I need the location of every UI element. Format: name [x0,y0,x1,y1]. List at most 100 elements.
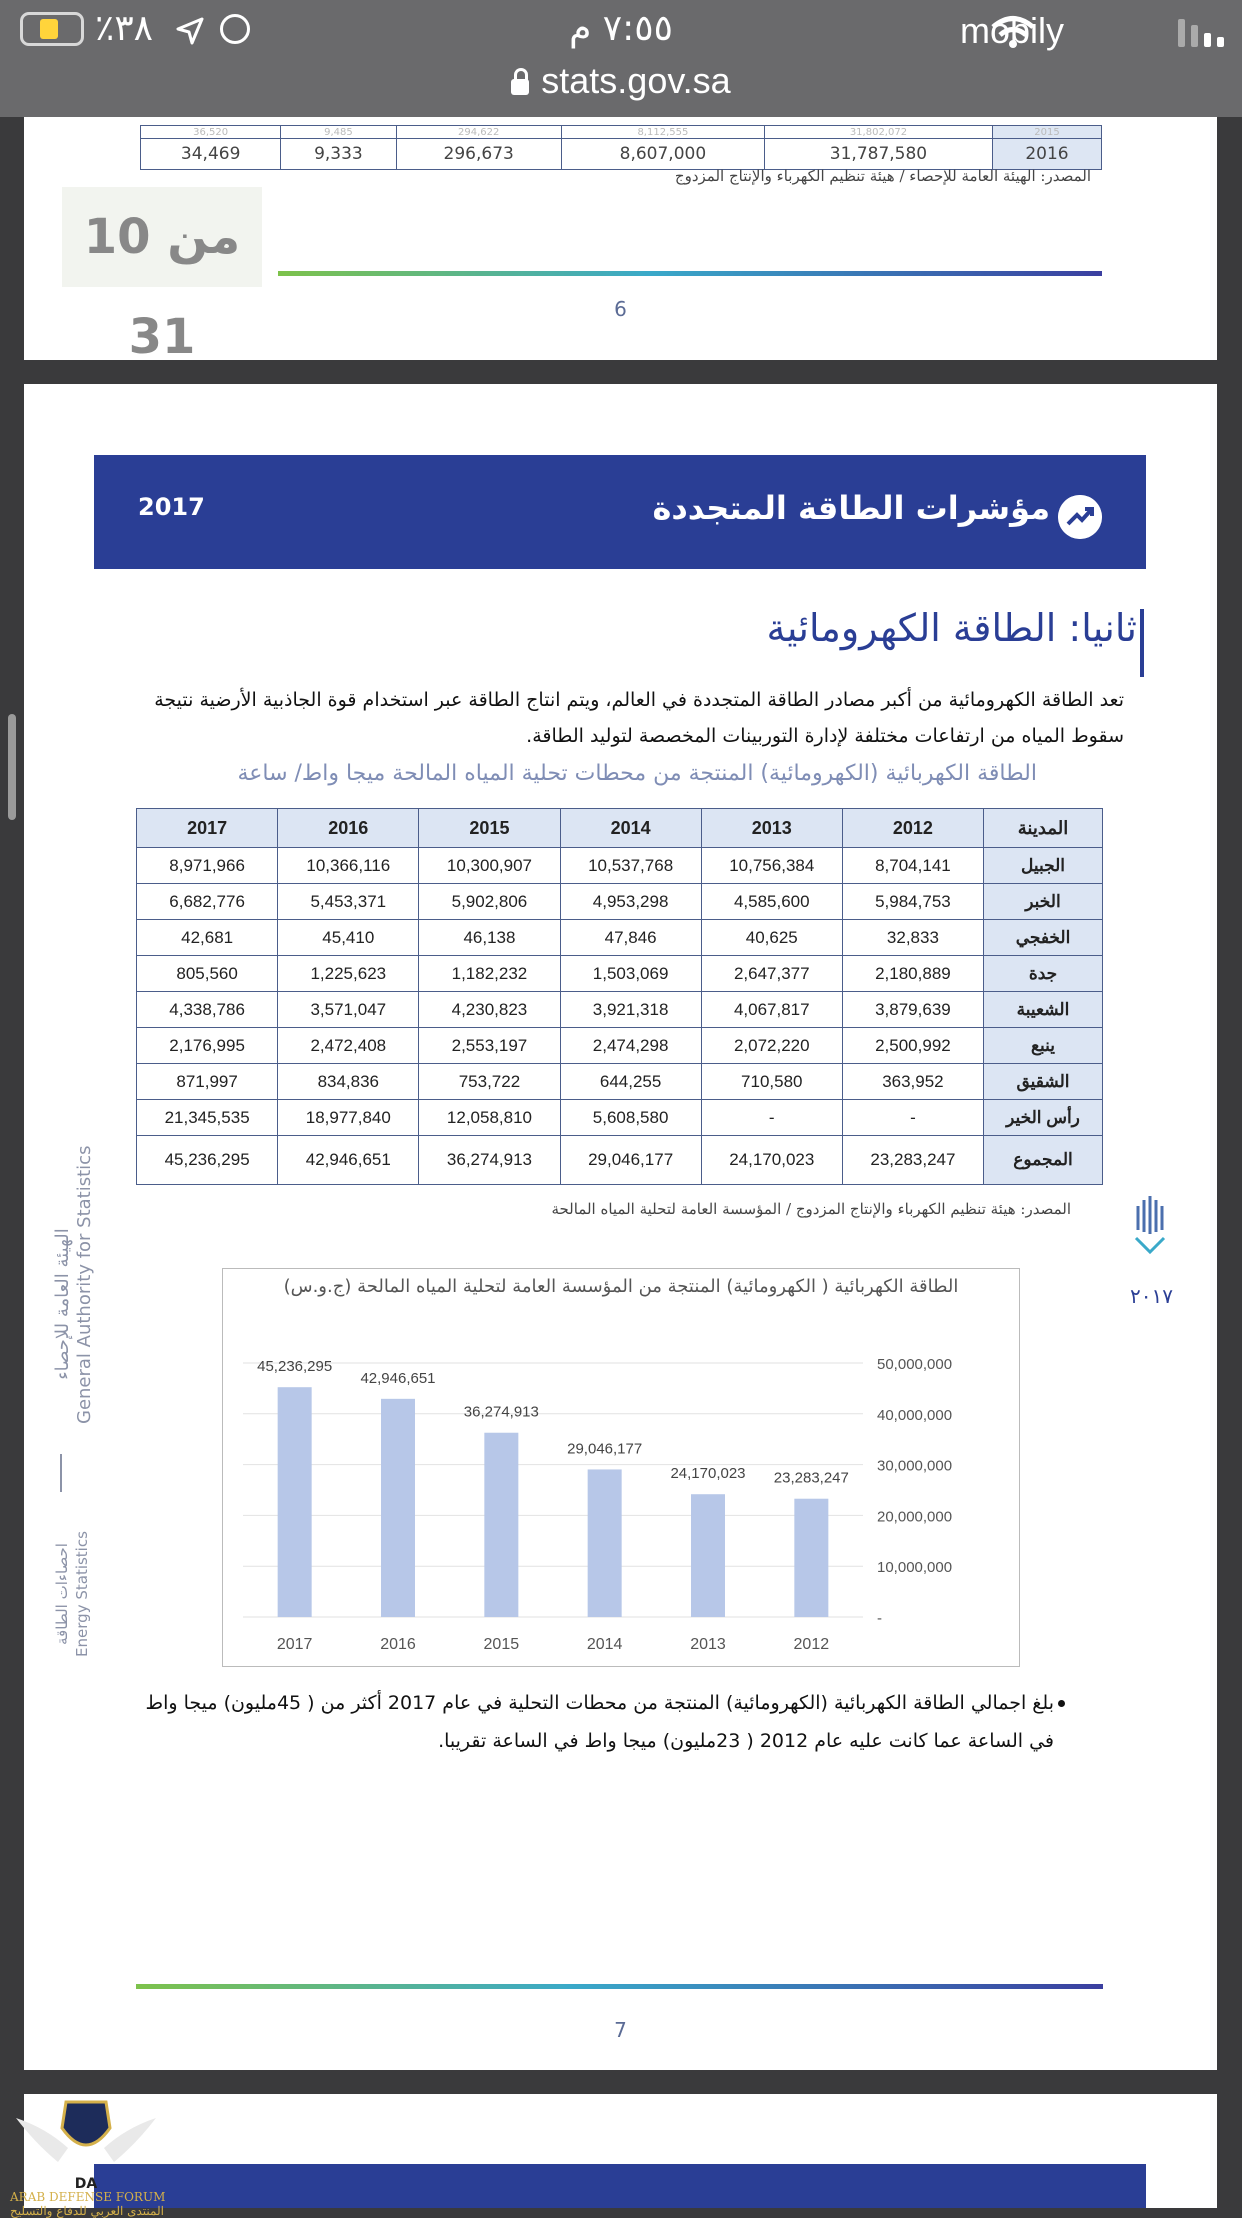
table-cell: 9,485 [280,125,397,139]
table-cell: 4,953,298 [559,883,702,920]
x-tick-label: 2014 [587,1636,623,1653]
table-cell: 4,585,600 [700,883,843,920]
table-header: 2017 [135,808,279,848]
top-source-note: المصدر: الهيئة العامة للإحصاء / هيئة تنظ… [674,167,1091,185]
table-cell: 46,138 [418,919,561,956]
page-number: 6 [614,297,627,321]
table-cell: 2,176,995 [135,1027,279,1064]
table-cell: 363,952 [841,1063,985,1100]
scrollbar-thumb[interactable] [8,714,16,820]
side-energy-en: Energy Statistics [73,1531,91,1657]
x-tick-label: 2012 [794,1636,830,1653]
table-cell: 12,058,810 [418,1099,561,1136]
header-banner [94,2164,1146,2208]
table-cell: 871,997 [135,1063,279,1100]
side-divider [60,1454,62,1492]
table-source-note: المصدر: هيئة تنظيم الكهرباء والإنتاج الم… [551,1200,1071,1218]
table-cell: 2,553,197 [418,1027,561,1064]
data-label: 42,946,651 [360,1370,435,1387]
table-cell: 29,046,177 [559,1135,702,1185]
x-tick-label: 2015 [484,1636,520,1653]
table-cell: 644,255 [559,1063,702,1100]
table-header: 2013 [700,808,843,848]
data-label: 23,283,247 [774,1470,849,1487]
table-row: جدة 2,180,889 2,647,377 1,503,069 1,182,232 1… [135,955,1103,992]
pdf-page-8 [24,2094,1217,2208]
watermark-subtitle: المنتدى العربي للدفاع والتسليح [10,2204,164,2218]
table-cell: 21,345,535 [135,1099,279,1136]
side-energy-ar: احصاءات الطاقة [53,1543,71,1645]
pdf-page-7: 2017 مؤشرات الطاقة المتجددة ثانيا: الطاق… [24,384,1217,2070]
trend-up-icon [1058,495,1102,539]
summary-bullet: بلغ اجمالي الطاقة الكهربائية (الكهرومائي… [145,1692,1055,1752]
table-cell: 296,673 [395,138,562,170]
rotation-lock-icon [220,14,250,44]
table-cell: 8,971,966 [135,847,279,884]
table-cell: 31,787,580 [763,138,994,170]
intro-paragraph: تعد الطاقة الكهرومائية من أكبر مصادر الط… [154,689,1124,747]
table-cell: 4,230,823 [418,991,561,1028]
table-cell: 9,333 [280,138,397,170]
table-cell: 5,984,753 [841,883,985,920]
table-cell: 2,180,889 [841,955,985,992]
bullet-icon [1058,1700,1065,1707]
table-cell: - [841,1099,985,1136]
table-cell: 5,902,806 [418,883,561,920]
banner-year: 2017 [138,493,205,521]
chart-bar [794,1498,829,1617]
chart-bar [484,1432,519,1617]
table-row: رأس الخير - -5,608,580 12,058,810 18,977,840… [135,1099,1103,1136]
address-bar[interactable]: stats.gov.sa [0,60,1242,102]
table-cell: 2,647,377 [700,955,843,992]
header-banner: 2017 مؤشرات الطاقة المتجددة [94,455,1146,569]
table-cell: 2,072,220 [700,1027,843,1064]
y-tick-label: - [877,1610,882,1627]
table-cell: 1,182,232 [418,955,561,992]
table-cell: 42,681 [135,919,279,956]
table-cell: 23,283,247 [841,1135,985,1185]
table-cell: 753,722 [418,1063,561,1100]
table-cell: 8,607,000 [560,138,765,170]
side-org-ar: الهيئة العامة للإحصاء [52,1228,73,1380]
table-total-row: المجموع 23,283,247 24,170,023 29,046,177 36,… [135,1135,1103,1185]
side-org-en: General Authority for Statistics [74,1145,95,1424]
chart-plot: - 10,000,000 20,000,000 30,000,000 40,000,00… [243,1356,952,1653]
status-time: ٧:٥٥ م [569,8,673,49]
table-cell: جدة [983,955,1103,992]
forum-logo-icon: DA [16,2100,156,2192]
y-tick-label: 30,000,000 [877,1458,952,1475]
carrier-name: mobily [960,10,1065,51]
table-row: 2015 31,802,072 8,112,555 294,622 9,485 … [139,125,1102,139]
chart-title: الطاقة الكهربائية ( الكهرومائية) المنتجة… [283,1276,959,1297]
page-number: 7 [614,2018,627,2042]
table-header: 2015 [418,808,561,848]
table-cell: 834,836 [277,1063,420,1100]
table-row: 2016 31,787,580 8,607,000 296,673 9,333 … [139,138,1102,170]
table-row: ينبع 2,500,992 2,072,220 2,474,298 2,553,197… [135,1027,1103,1064]
table-cell: الشعيبة [983,991,1103,1028]
wifi-icon [991,16,1035,48]
chart-bar [381,1398,415,1617]
table-row: الخفجي 32,833 40,625 47,846 46,138 45,410 42,6… [135,919,1103,956]
table-header: 2014 [559,808,702,848]
table-cell: 40,625 [700,919,843,956]
table-header: المدينة [983,808,1103,848]
table-row: الشعيبة 3,879,639 4,067,817 3,921,318 4,230,… [135,991,1103,1028]
x-tick-label: 2016 [380,1636,416,1653]
banner-title: مؤشرات الطاقة المتجددة [652,489,1050,527]
chart-bar [277,1387,312,1617]
table-cell: 42,946,651 [277,1135,420,1185]
x-tick-label: 2017 [277,1636,313,1653]
lock-icon [511,68,530,95]
url-text: stats.gov.sa [541,60,731,101]
table-cell: 36,520 [139,125,282,139]
table-cell: 18,977,840 [277,1099,420,1136]
table-cell: 32,833 [841,919,985,956]
page-indicator: 10 من 31 [62,187,262,365]
watermark-text: ARAB DEFENSE FORUM المنتدى العربي للدفاع… [10,2190,165,2218]
table-cell: الخبر [983,883,1103,920]
table-cell: المجموع [983,1135,1103,1185]
table-cell: 1,225,623 [277,955,420,992]
battery-percent: ٪٣٨ [95,8,154,49]
table-header: 2016 [277,808,420,848]
